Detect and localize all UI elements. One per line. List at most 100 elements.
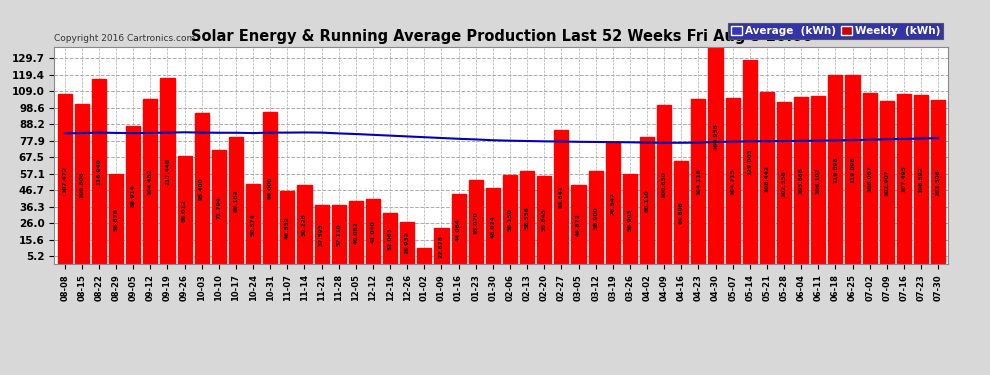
Bar bbox=[862, 93, 877, 264]
Bar bbox=[435, 228, 448, 264]
Bar bbox=[880, 101, 894, 264]
Bar bbox=[709, 9, 723, 264]
Legend: Average  (kWh), Weekly  (kWh): Average (kWh), Weekly (kWh) bbox=[729, 23, 943, 39]
Text: 58.900: 58.900 bbox=[593, 206, 598, 229]
Text: 119.098: 119.098 bbox=[850, 156, 855, 183]
Text: 117.448: 117.448 bbox=[165, 158, 170, 184]
Text: 129.003: 129.003 bbox=[747, 148, 752, 175]
Text: 26.932: 26.932 bbox=[405, 232, 410, 254]
Text: 107.472: 107.472 bbox=[62, 166, 67, 192]
Text: 71.794: 71.794 bbox=[217, 196, 222, 219]
Bar bbox=[75, 104, 89, 264]
Bar bbox=[571, 185, 585, 264]
Bar bbox=[538, 176, 551, 264]
Text: 46.532: 46.532 bbox=[285, 216, 290, 239]
Text: 106.592: 106.592 bbox=[919, 166, 924, 193]
Bar bbox=[144, 99, 157, 264]
Text: 68.012: 68.012 bbox=[182, 199, 187, 222]
Bar bbox=[177, 156, 192, 264]
Bar bbox=[829, 75, 842, 264]
Bar bbox=[400, 222, 414, 264]
Text: 104.452: 104.452 bbox=[148, 168, 152, 195]
Bar bbox=[297, 184, 312, 264]
Text: 100.808: 100.808 bbox=[79, 171, 84, 198]
Bar bbox=[657, 105, 671, 264]
Text: 32.063: 32.063 bbox=[388, 228, 393, 250]
Text: 104.118: 104.118 bbox=[696, 168, 701, 195]
Bar bbox=[366, 199, 380, 264]
Bar bbox=[794, 97, 808, 264]
Text: 50.228: 50.228 bbox=[302, 213, 307, 236]
Bar bbox=[777, 102, 791, 264]
Text: 100.630: 100.630 bbox=[661, 171, 666, 198]
Text: 84.841: 84.841 bbox=[559, 186, 564, 209]
Bar bbox=[897, 94, 911, 264]
Text: 106.102: 106.102 bbox=[816, 167, 821, 194]
Bar bbox=[914, 95, 928, 264]
Text: 116.940: 116.940 bbox=[96, 158, 102, 185]
Bar bbox=[606, 142, 620, 264]
Text: 104.715: 104.715 bbox=[731, 168, 736, 195]
Text: 102.358: 102.358 bbox=[781, 170, 786, 196]
Text: 50.574: 50.574 bbox=[250, 213, 255, 236]
Bar bbox=[212, 150, 226, 264]
Text: 22.878: 22.878 bbox=[439, 235, 444, 258]
Text: 64.808: 64.808 bbox=[679, 201, 684, 224]
Bar bbox=[451, 194, 465, 264]
Text: 76.847: 76.847 bbox=[610, 192, 615, 215]
Bar bbox=[691, 99, 706, 264]
Bar bbox=[280, 190, 294, 264]
Text: 95.400: 95.400 bbox=[199, 177, 204, 200]
Text: 49.872: 49.872 bbox=[576, 213, 581, 236]
Bar bbox=[160, 78, 174, 264]
Title: Solar Energy & Running Average Production Last 52 Weeks Fri Aug 5 20:06: Solar Energy & Running Average Productio… bbox=[191, 29, 812, 44]
Bar bbox=[520, 171, 535, 264]
Bar bbox=[486, 188, 500, 264]
Bar bbox=[640, 137, 654, 264]
Bar bbox=[348, 201, 363, 264]
Text: 40.062: 40.062 bbox=[353, 221, 358, 244]
Bar bbox=[263, 112, 277, 264]
Text: 102.907: 102.907 bbox=[884, 170, 889, 196]
Text: 56.150: 56.150 bbox=[508, 209, 513, 231]
Text: 103.306: 103.306 bbox=[936, 169, 940, 196]
Text: 96.000: 96.000 bbox=[267, 177, 272, 200]
Bar bbox=[674, 162, 688, 264]
Text: 48.024: 48.024 bbox=[490, 215, 495, 238]
Bar bbox=[418, 248, 432, 264]
Text: 108.087: 108.087 bbox=[867, 165, 872, 192]
Text: 41.040: 41.040 bbox=[370, 220, 375, 243]
Bar bbox=[742, 60, 756, 264]
Text: 80.102: 80.102 bbox=[234, 189, 239, 212]
Bar bbox=[109, 174, 123, 264]
Bar bbox=[383, 213, 397, 264]
Text: Copyright 2016 Cartronics.com: Copyright 2016 Cartronics.com bbox=[54, 33, 196, 42]
Text: 37.593: 37.593 bbox=[319, 223, 324, 246]
Bar bbox=[845, 75, 859, 264]
Text: 56.876: 56.876 bbox=[114, 208, 119, 231]
Bar bbox=[811, 96, 826, 264]
Text: 119.098: 119.098 bbox=[833, 156, 838, 183]
Text: 160.958: 160.958 bbox=[713, 123, 718, 150]
Text: 80.110: 80.110 bbox=[644, 189, 649, 212]
Text: 107.495: 107.495 bbox=[901, 166, 907, 192]
Bar bbox=[332, 206, 346, 264]
Bar bbox=[92, 79, 106, 264]
Text: 108.442: 108.442 bbox=[764, 165, 769, 192]
Bar bbox=[57, 94, 71, 264]
Bar bbox=[589, 171, 603, 264]
Bar bbox=[554, 130, 568, 264]
Text: 105.668: 105.668 bbox=[799, 167, 804, 194]
Bar bbox=[468, 180, 483, 264]
Text: 58.536: 58.536 bbox=[525, 207, 530, 230]
Text: 56.903: 56.903 bbox=[628, 208, 633, 231]
Bar bbox=[247, 184, 260, 264]
Bar bbox=[229, 137, 243, 264]
Text: 37.110: 37.110 bbox=[337, 224, 342, 246]
Bar bbox=[315, 205, 329, 264]
Text: 44.064: 44.064 bbox=[456, 218, 461, 241]
Text: 86.914: 86.914 bbox=[131, 184, 136, 207]
Bar bbox=[503, 175, 517, 264]
Bar bbox=[126, 126, 141, 264]
Text: 53.070: 53.070 bbox=[473, 211, 478, 234]
